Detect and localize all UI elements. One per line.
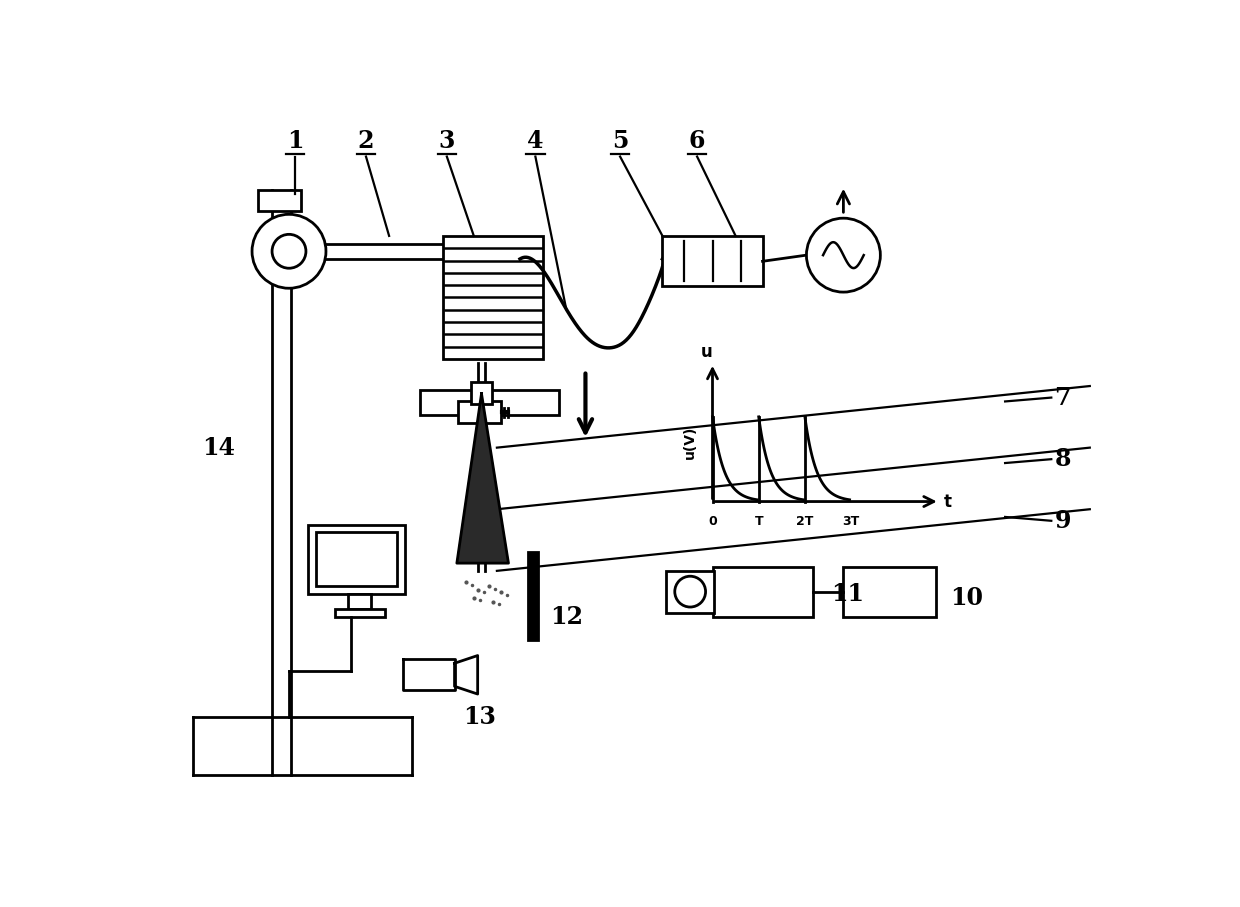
Bar [258,190,301,211]
Text: 3T: 3T [842,515,859,529]
Bar [843,567,936,617]
Bar [471,382,492,404]
Bar [459,402,501,423]
Bar [289,244,520,259]
Circle shape [675,576,706,607]
Bar [528,551,538,640]
Text: u(V): u(V) [682,425,697,459]
Bar [348,594,372,610]
Polygon shape [455,656,477,694]
Text: 2T: 2T [796,515,813,529]
Text: T: T [754,515,763,529]
Text: 5: 5 [611,129,629,153]
Text: 3: 3 [439,129,455,153]
Bar [335,610,386,617]
Text: 11: 11 [831,582,864,606]
Text: 4: 4 [527,129,543,153]
Text: 12: 12 [549,605,583,629]
Text: 7: 7 [1054,385,1071,410]
Bar [666,571,714,613]
Text: u: u [701,343,712,361]
Bar [420,390,558,414]
Bar [713,567,812,617]
Text: 1: 1 [286,129,304,153]
Text: 6: 6 [689,129,706,153]
Text: t: t [944,493,951,511]
Text: 9: 9 [1054,509,1071,532]
Text: 2: 2 [358,129,374,153]
Circle shape [806,219,880,292]
Bar [309,524,404,594]
Text: 0: 0 [708,515,717,529]
Bar [662,236,763,286]
Polygon shape [456,394,508,563]
Text: 14: 14 [202,435,234,460]
Bar [443,236,543,359]
Circle shape [252,214,326,288]
Polygon shape [403,659,455,690]
Bar [316,532,397,586]
Text: 8: 8 [1054,447,1071,472]
Text: 13: 13 [464,705,496,729]
Text: 10: 10 [950,586,983,610]
Circle shape [272,234,306,268]
